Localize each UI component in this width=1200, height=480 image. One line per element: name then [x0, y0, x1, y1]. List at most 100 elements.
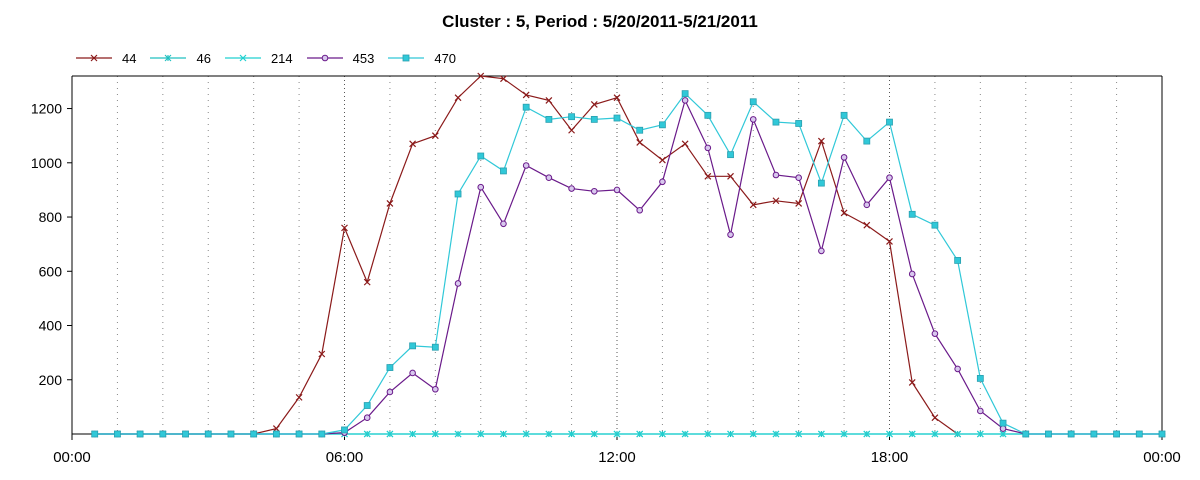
data-point	[681, 90, 689, 98]
data-point	[295, 393, 303, 401]
data-point	[363, 414, 371, 422]
data-point	[386, 364, 394, 371]
data-point	[409, 342, 417, 350]
legend-label: 470	[434, 50, 457, 66]
data-point	[704, 172, 712, 180]
data-point	[931, 414, 939, 422]
data-point	[999, 430, 1007, 438]
data-point	[636, 139, 644, 146]
legend-label: 44	[122, 50, 137, 66]
data-point	[954, 257, 962, 264]
data-point	[954, 365, 961, 373]
data-point	[363, 402, 371, 409]
data-point	[976, 375, 984, 382]
data-point	[636, 126, 644, 134]
data-point	[886, 430, 893, 438]
x-tick-label: 12:00	[598, 449, 636, 466]
data-point	[886, 238, 893, 245]
data-point	[659, 121, 666, 129]
legend-marker	[90, 54, 98, 62]
data-point	[432, 385, 439, 393]
data-point	[908, 270, 916, 278]
data-point	[613, 114, 621, 122]
data-point	[931, 430, 939, 438]
data-point	[1135, 430, 1143, 438]
x-tick-label: 06:00	[326, 449, 364, 466]
series-470	[91, 90, 1166, 438]
data-point	[727, 172, 734, 180]
data-point	[227, 430, 235, 438]
series-453	[91, 97, 1166, 438]
data-point	[1045, 430, 1052, 438]
legend-label: 453	[352, 50, 375, 66]
data-point	[681, 140, 689, 148]
series-line	[94, 75, 958, 435]
data-point	[522, 103, 530, 111]
data-point	[318, 430, 326, 438]
y-tick-label: 1200	[31, 101, 62, 117]
data-point	[795, 200, 803, 207]
x-tick-label: 18:00	[871, 449, 909, 466]
legend-swatch	[224, 54, 261, 62]
data-point	[386, 430, 394, 438]
legend-item-214: 214	[224, 51, 293, 66]
data-point	[250, 430, 258, 438]
data-point	[272, 430, 280, 438]
data-point	[749, 98, 757, 106]
y-tick-label: 400	[39, 318, 63, 334]
data-point	[749, 116, 757, 123]
data-point	[568, 113, 575, 121]
data-point	[454, 94, 462, 102]
data-point	[409, 369, 416, 377]
data-point	[817, 179, 825, 187]
data-point	[840, 111, 848, 119]
legend-item-44: 44	[76, 51, 136, 66]
data-point	[454, 190, 462, 198]
data-point	[545, 96, 553, 104]
legend: 44 46 214 453 470	[76, 50, 470, 66]
data-point	[500, 167, 507, 175]
y-tick-label: 600	[39, 263, 63, 279]
data-point	[477, 152, 485, 160]
chart-title: Cluster : 5, Period : 5/20/2011-5/21/201…	[442, 12, 758, 31]
data-point	[863, 201, 871, 209]
data-point	[886, 118, 893, 126]
data-point	[454, 280, 462, 287]
data-point	[136, 430, 144, 438]
data-point	[840, 209, 848, 217]
data-point	[477, 72, 485, 80]
data-point	[341, 224, 348, 232]
data-point	[863, 430, 871, 438]
data-point	[931, 221, 939, 229]
data-point	[704, 111, 712, 119]
data-point	[545, 115, 553, 123]
legend-label: 46	[196, 50, 211, 66]
data-point	[818, 247, 825, 255]
data-point	[795, 120, 803, 127]
data-point	[636, 206, 644, 214]
data-point	[795, 174, 802, 182]
data-point	[772, 430, 780, 438]
x-tick-label: 00:00	[53, 449, 91, 466]
data-point	[886, 174, 893, 182]
data-point	[431, 132, 439, 140]
data-point	[613, 186, 621, 194]
data-point	[613, 94, 621, 102]
data-point	[409, 140, 417, 148]
data-point	[681, 430, 689, 438]
data-point	[1090, 430, 1098, 438]
data-point	[182, 430, 189, 438]
data-point	[295, 430, 303, 438]
data-point	[999, 425, 1007, 432]
data-point	[658, 156, 666, 164]
data-point	[500, 220, 507, 228]
data-point	[772, 118, 780, 126]
data-point	[1113, 430, 1120, 438]
data-point	[772, 171, 780, 179]
data-point	[863, 137, 871, 145]
data-point	[363, 278, 371, 286]
legend-item-470: 470	[388, 51, 456, 66]
data-point	[749, 430, 757, 438]
data-point	[749, 201, 757, 209]
